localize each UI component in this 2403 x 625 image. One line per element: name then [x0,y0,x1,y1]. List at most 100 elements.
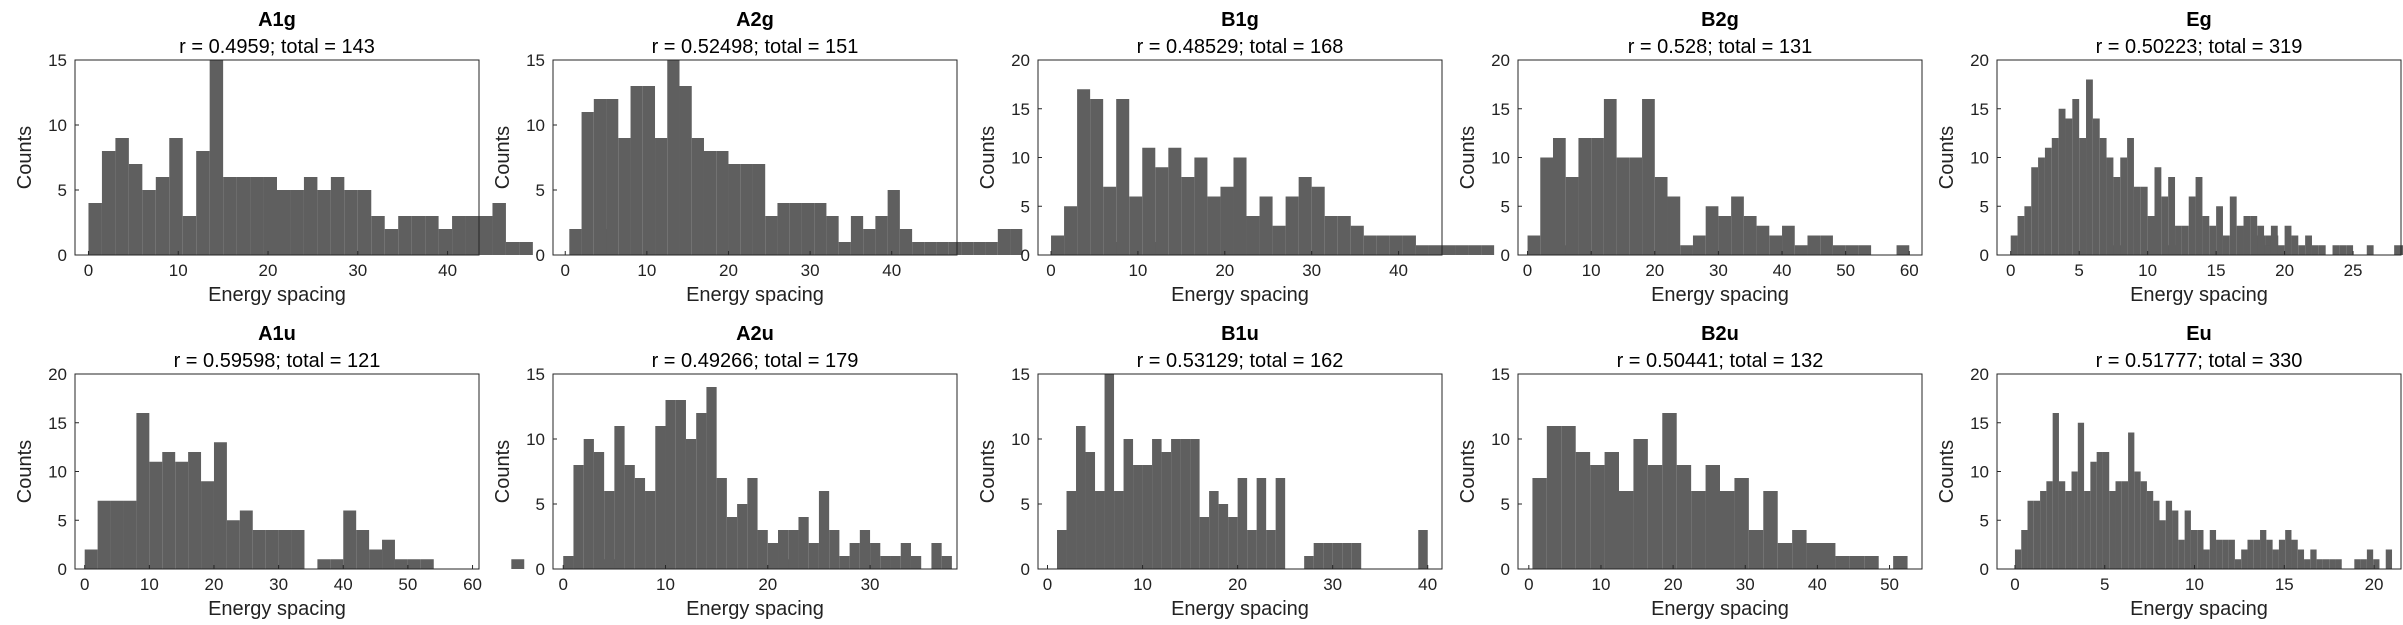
histogram-bar [2058,481,2066,569]
x-tick-label: 0 [1523,261,1532,280]
x-axis-label: Energy spacing [2130,284,2268,306]
panel-subtitle: r = 0.49266; total = 179 [652,350,859,372]
panel-title: Eg [2186,9,2212,31]
panel-subtitle: r = 0.4959; total = 143 [179,36,375,58]
histogram-panel-b1u: B1u r = 0.53129; total = 162 0 10 20 30 40 0 5 10… [977,323,1443,620]
y-axis-label: Counts [1457,440,1479,503]
histogram-bar [583,439,594,569]
y-axis-label: Counts [977,126,999,189]
histogram-bar [1324,216,1338,255]
histogram-bar [2115,481,2122,569]
histogram-bar [1275,478,1286,569]
histogram-bar [162,452,176,569]
histogram-bar [936,242,949,255]
histogram-bar [2146,491,2154,569]
histogram-bar [1864,556,1879,569]
histogram-bar [910,556,922,569]
histogram-bar [1748,530,1764,569]
x-axis-label: Energy spacing [208,284,346,306]
y-tick-label: 0 [536,246,545,265]
histogram-bar [1247,530,1257,569]
histogram-bar [706,387,717,569]
histogram-bar [2222,539,2229,569]
histogram-bar [2250,216,2258,255]
y-tick-label: 0 [536,560,545,579]
panel-subtitle: r = 0.51777; total = 330 [2096,350,2303,372]
histogram-bar [1066,491,1077,569]
histogram-bar [1849,556,1865,569]
histogram-bar [788,530,799,569]
histogram-bar [569,229,582,255]
histogram-bar [1194,157,1208,255]
histogram-bar [1455,245,1469,255]
histogram-bar [703,151,717,255]
histogram-bar [985,242,998,255]
histogram-bar [573,465,584,569]
histogram-bar [2033,500,2041,569]
histogram-bar [2373,559,2380,569]
histogram-bar [1363,235,1377,255]
histogram-bar [826,216,839,255]
histogram-bar [110,500,124,569]
histogram-bar [1591,138,1604,255]
histogram-bar [1209,491,1219,569]
y-tick-label: 20 [1491,51,1510,70]
histogram-bar [2175,225,2182,255]
x-tick-label: 0 [80,575,89,594]
y-tick-label: 15 [48,414,67,433]
histogram-bar [1152,439,1162,569]
histogram-bar [2197,530,2204,569]
histogram-bar [716,478,727,569]
histogram-bar [1090,99,1104,255]
histogram-bar [128,164,143,255]
histogram-bar [1168,147,1182,255]
histogram-bar [2017,216,2025,255]
histogram-bar [2106,157,2114,255]
histogram-bar [1756,225,1770,255]
histogram-bar [1792,530,1807,569]
x-tick-label: 0 [1524,575,1533,594]
histogram-bar [1311,186,1325,255]
histogram-panel-eu: Eu r = 0.51777; total = 330 0 5 10 15 20 0 5 10 15… [1936,323,2402,620]
y-tick-label: 0 [1980,246,1989,265]
histogram-bar [1561,426,1576,569]
y-tick-label: 5 [1980,511,1989,530]
histogram-bar [519,242,533,255]
y-tick-label: 0 [1501,246,1510,265]
y-axis-label: Counts [492,126,514,189]
panel-title: A2u [736,323,774,345]
histogram-bar [1076,426,1086,569]
histogram-bar [136,413,150,569]
panel-subtitle: r = 0.50223; total = 319 [2096,36,2303,58]
histogram-bar [2195,177,2203,255]
histogram-bar [1893,556,1908,569]
histogram-panel-a2u: A2u r = 0.49266; total = 179 0 10 20 30 0 5 10 15… [492,323,958,620]
histogram-bar [2311,245,2319,255]
y-tick-label: 5 [1021,495,1030,514]
histogram-bar [1858,245,1872,255]
histogram-bar [818,491,830,569]
histogram-bar [369,549,383,569]
histogram-bar [1532,478,1547,569]
histogram-bar [2247,539,2254,569]
histogram-bar [973,242,986,255]
axes-frame [1517,373,1923,570]
x-tick-label: 20 [1645,261,1664,280]
histogram-bar [767,543,779,569]
x-tick-label: 10 [656,575,675,594]
histogram-bar [226,520,240,569]
histogram-bar [1845,245,1859,255]
x-axis-label: Energy spacing [1651,284,1789,306]
histogram-bar [1233,157,1247,255]
histogram-bar [492,203,506,255]
histogram-bar [912,242,925,255]
histogram-bar [645,491,656,569]
histogram-bar [2121,481,2129,569]
histogram-bar [394,559,408,569]
histogram-bar [924,242,937,255]
histogram-bar [931,543,942,569]
histogram-bar [2010,235,2018,255]
histogram-bar [2291,235,2299,255]
histogram-bar [948,242,962,255]
